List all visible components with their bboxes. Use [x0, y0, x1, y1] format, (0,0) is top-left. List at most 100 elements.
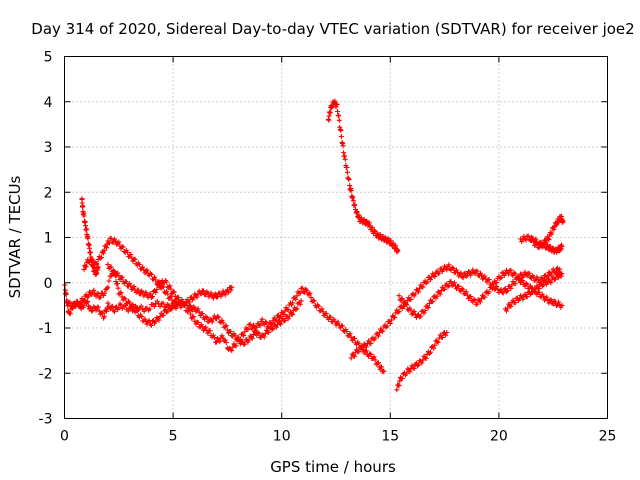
data-point: [146, 318, 152, 324]
data-point: [404, 302, 410, 308]
data-point: [131, 284, 137, 289]
data-point: [118, 290, 124, 296]
data-point: [286, 313, 292, 319]
data-point: [367, 351, 373, 357]
data-point: [512, 300, 518, 306]
data-point: [363, 218, 369, 224]
data-point: [519, 278, 525, 284]
data-point: [247, 321, 253, 327]
data-point: [393, 243, 399, 249]
data-point: [209, 319, 215, 325]
data-point: [307, 290, 313, 296]
data-point: [96, 295, 102, 301]
data-point: [109, 303, 115, 309]
data-point: [122, 296, 128, 302]
data-point: [229, 348, 235, 354]
data-point: [290, 311, 296, 317]
data-point: [344, 164, 350, 170]
data-point: [191, 314, 197, 320]
data-point: [155, 280, 161, 286]
data-point: [207, 328, 213, 334]
data-point: [396, 383, 402, 389]
data-point: [494, 280, 500, 286]
data-point: [256, 322, 262, 328]
data-point: [363, 344, 369, 350]
data-point: [138, 303, 144, 309]
data-point: [91, 304, 97, 310]
data-point: [235, 334, 241, 340]
data-point: [456, 283, 462, 289]
data-point: [474, 301, 480, 307]
data-point: [338, 134, 344, 139]
data-point: [147, 291, 153, 297]
data-point: [114, 281, 120, 287]
data-point: [94, 305, 100, 311]
data-point: [500, 290, 506, 296]
axis-ticks: [64, 56, 608, 419]
y-tick-label: 4: [44, 95, 53, 111]
data-point: [303, 286, 309, 292]
data-point: [428, 349, 433, 355]
x-tick-label: 20: [490, 429, 508, 445]
data-point: [170, 289, 176, 295]
data-point: [356, 341, 362, 347]
data-point: [434, 293, 440, 299]
data-point: [259, 316, 265, 322]
data-point: [210, 332, 216, 338]
data-point: [352, 202, 358, 208]
data-point: [366, 338, 372, 344]
data-point: [93, 307, 99, 313]
data-point: [375, 333, 381, 339]
data-point: [545, 273, 551, 279]
data-point: [210, 295, 216, 301]
data-point: [152, 274, 158, 280]
data-point: [482, 273, 488, 279]
data-point: [88, 249, 94, 255]
data-point: [335, 109, 341, 114]
data-point: [327, 110, 333, 115]
data-point: [294, 293, 300, 299]
data-point: [130, 302, 136, 308]
data-point: [190, 314, 196, 320]
data-point: [530, 236, 536, 242]
data-point: [285, 316, 291, 322]
data-point: [123, 279, 129, 285]
data-point: [463, 289, 469, 295]
data-point: [129, 303, 135, 309]
data-point: [304, 287, 310, 293]
data-point: [418, 313, 424, 319]
data-point: [435, 271, 441, 277]
data-point: [125, 249, 130, 255]
data-point: [97, 255, 103, 261]
data-point: [154, 298, 160, 304]
data-point: [156, 279, 162, 285]
data-point: [372, 335, 378, 341]
data-point: [504, 308, 509, 314]
data-point: [220, 320, 226, 326]
data-point: [362, 348, 368, 354]
grid-lines: [64, 56, 608, 419]
data-point: [148, 322, 154, 328]
data-point: [316, 303, 322, 309]
data-point: [311, 298, 317, 304]
y-tick-label: -1: [39, 321, 53, 337]
data-point: [101, 250, 107, 256]
data-point: [204, 315, 210, 321]
data-point: [551, 269, 557, 275]
data-point: [153, 319, 159, 324]
data-point: [410, 365, 416, 371]
data-point: [334, 101, 340, 107]
data-point: [368, 341, 374, 347]
data-point: [140, 264, 146, 270]
data-point: [395, 309, 401, 315]
data-point: [98, 254, 104, 260]
data-point: [125, 308, 131, 314]
data-point: [444, 267, 450, 273]
data-point: [395, 382, 401, 388]
data-point: [463, 273, 469, 279]
data-point: [524, 281, 530, 287]
data-point: [548, 280, 554, 286]
data-point: [118, 275, 124, 281]
data-point: [551, 227, 557, 232]
y-tick-label: 5: [44, 50, 53, 66]
